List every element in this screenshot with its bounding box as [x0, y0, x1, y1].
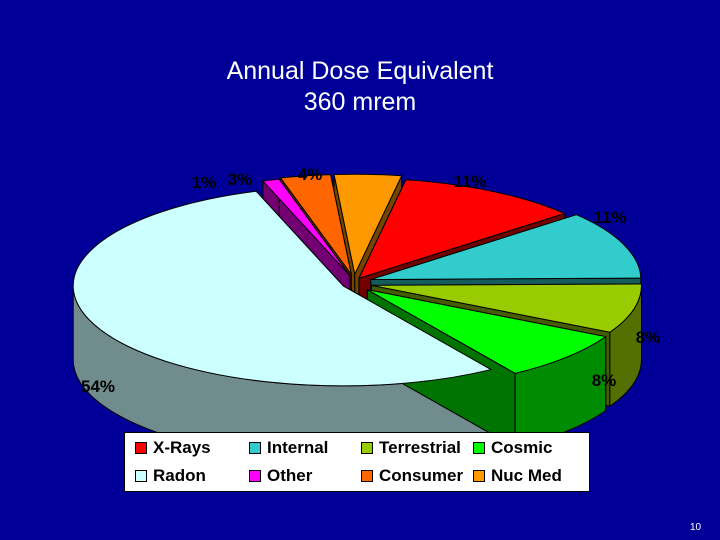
- legend-swatch: [249, 470, 261, 482]
- pie-slice-terrestrial: [371, 283, 642, 333]
- pie-slice-consumer: [279, 174, 352, 275]
- chart-title-line-2: 360 mrem: [303, 88, 417, 116]
- legend-swatch: [361, 442, 373, 454]
- page-number: 10: [690, 522, 702, 533]
- legend-item-consumer: Consumer: [361, 465, 463, 487]
- legend-swatch: [361, 470, 373, 482]
- pie-slice-nuc-med: [333, 173, 403, 276]
- data-label-internal: 11%: [593, 208, 626, 227]
- pie-slice-other: [261, 178, 351, 276]
- legend-swatch: [135, 470, 147, 482]
- legend-label: Internal: [267, 438, 329, 457]
- data-label-nuc-med: 4%: [298, 165, 323, 184]
- legend-swatch: [473, 442, 485, 454]
- data-label-radon: 54%: [81, 377, 115, 396]
- legend-swatch: [473, 470, 485, 482]
- legend-item-radon: Radon: [135, 465, 206, 487]
- data-label-other: 1%: [192, 173, 217, 192]
- data-label-cosmic: 8%: [592, 371, 617, 390]
- legend-label: Consumer: [379, 466, 464, 485]
- legend-item-other: Other: [249, 465, 312, 487]
- pie-slice-x-rays: [358, 179, 567, 280]
- pie-slice-radon: [72, 190, 493, 387]
- data-label-x-rays: 11%: [453, 172, 486, 191]
- legend-label: Cosmic: [491, 438, 553, 457]
- legend-item-x-rays: X-Rays: [135, 437, 211, 459]
- data-label-terrestrial: 8%: [636, 328, 661, 347]
- legend-item-terrestrial: Terrestrial: [361, 437, 461, 459]
- legend-item-nuc-med: Nuc Med: [473, 465, 562, 487]
- legend-item-internal: Internal: [249, 437, 328, 459]
- pie-slice-cosmic: [367, 289, 607, 374]
- legend-swatch: [249, 442, 261, 454]
- legend-item-cosmic: Cosmic: [473, 437, 552, 459]
- legend-label: Terrestrial: [379, 438, 461, 457]
- data-label-consumer: 3%: [228, 170, 253, 189]
- legend-label: X-Rays: [153, 438, 211, 457]
- pie-slice-internal: [370, 214, 642, 281]
- chart-legend: X-Rays Internal Terrestrial Cosmic Radon Othe…: [124, 432, 590, 492]
- legend-swatch: [135, 442, 147, 454]
- legend-label: Other: [267, 466, 313, 485]
- legend-label: Radon: [153, 466, 206, 485]
- legend-label: Nuc Med: [491, 466, 562, 485]
- chart-title-line-1: Annual Dose Equivalent: [226, 57, 494, 85]
